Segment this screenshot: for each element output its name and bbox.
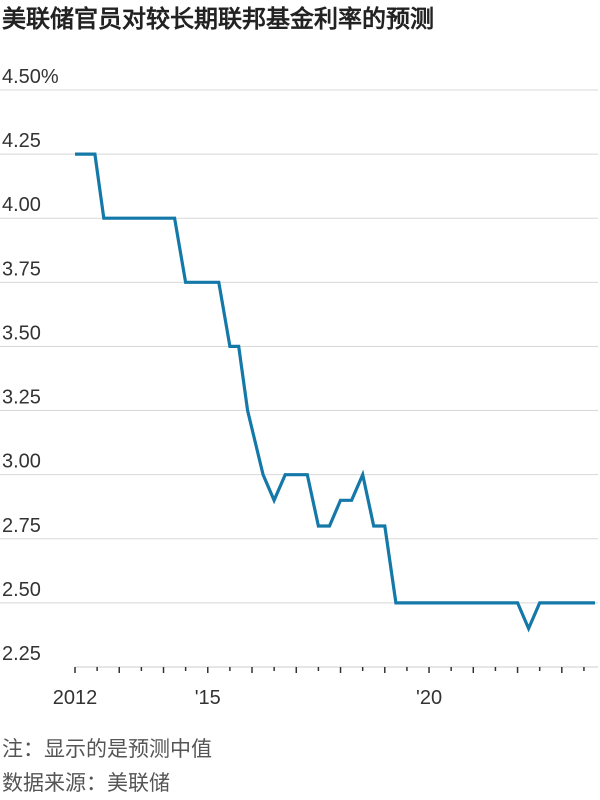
data-point xyxy=(328,524,331,527)
chart-title: 美联储官员对较长期联邦基金利率的预测 xyxy=(2,5,434,33)
data-point xyxy=(472,601,475,604)
data-point xyxy=(383,524,386,527)
data-point xyxy=(372,524,375,527)
data-point xyxy=(405,601,408,604)
x-axis: 2012 '15 '20 xyxy=(53,666,598,709)
series-line xyxy=(75,152,595,633)
data-point xyxy=(217,281,220,284)
data-point xyxy=(228,345,231,348)
data-point xyxy=(394,601,397,604)
data-point xyxy=(571,601,574,604)
data-point xyxy=(74,153,77,156)
data-point xyxy=(450,601,453,604)
data-point xyxy=(416,601,419,604)
line-chart: 4.50% 4.25 4.00 3.75 3.50 3.25 3.00 2.75 2.50 2.2… xyxy=(0,66,598,709)
data-point xyxy=(339,499,342,502)
data-point xyxy=(262,473,265,476)
y-tick-label: 2.75 xyxy=(2,515,41,537)
data-point xyxy=(273,499,276,502)
data-point xyxy=(594,601,597,604)
data-point xyxy=(173,217,176,220)
data-point xyxy=(162,217,165,220)
data-point xyxy=(549,601,552,604)
y-tick-label: 3.25 xyxy=(2,387,41,409)
y-tick-label: 4.25 xyxy=(2,130,41,152)
x-tick-label: 2012 xyxy=(53,687,98,709)
data-point xyxy=(102,217,105,220)
x-tick-label: '15 xyxy=(195,687,221,709)
gridlines xyxy=(0,89,598,604)
data-point xyxy=(317,524,320,527)
data-point xyxy=(516,601,519,604)
y-axis-labels: 4.50% 4.25 4.00 3.75 3.50 3.25 3.00 2.75 2.50 2.2… xyxy=(2,66,59,665)
y-tick-label: 2.50 xyxy=(2,579,41,601)
data-point xyxy=(582,601,585,604)
data-point xyxy=(184,281,187,284)
data-point xyxy=(246,409,249,412)
y-tick-label: 3.50 xyxy=(2,322,41,344)
x-tick-label: '20 xyxy=(416,687,442,709)
chart-note: 注：显示的是预测中值 xyxy=(2,737,212,761)
y-tick-label: 3.75 xyxy=(2,258,41,280)
data-point xyxy=(237,345,240,348)
y-tick-label: 2.25 xyxy=(2,643,41,665)
chart-source: 数据来源：美联储 xyxy=(2,771,170,795)
y-tick-label: 4.50% xyxy=(2,66,59,88)
series-layer xyxy=(74,152,597,633)
data-point xyxy=(560,601,563,604)
y-tick-label: 3.00 xyxy=(2,451,41,473)
data-point xyxy=(350,499,353,502)
y-tick-label: 4.00 xyxy=(2,194,41,216)
data-point xyxy=(295,473,298,476)
data-point xyxy=(93,153,96,156)
data-point xyxy=(527,627,530,630)
data-point xyxy=(206,281,209,284)
data-point xyxy=(306,473,309,476)
data-point xyxy=(538,601,541,604)
data-point xyxy=(505,601,508,604)
data-point xyxy=(361,473,364,476)
data-point xyxy=(129,217,132,220)
data-point xyxy=(284,473,287,476)
data-point xyxy=(428,601,431,604)
data-point xyxy=(494,601,497,604)
